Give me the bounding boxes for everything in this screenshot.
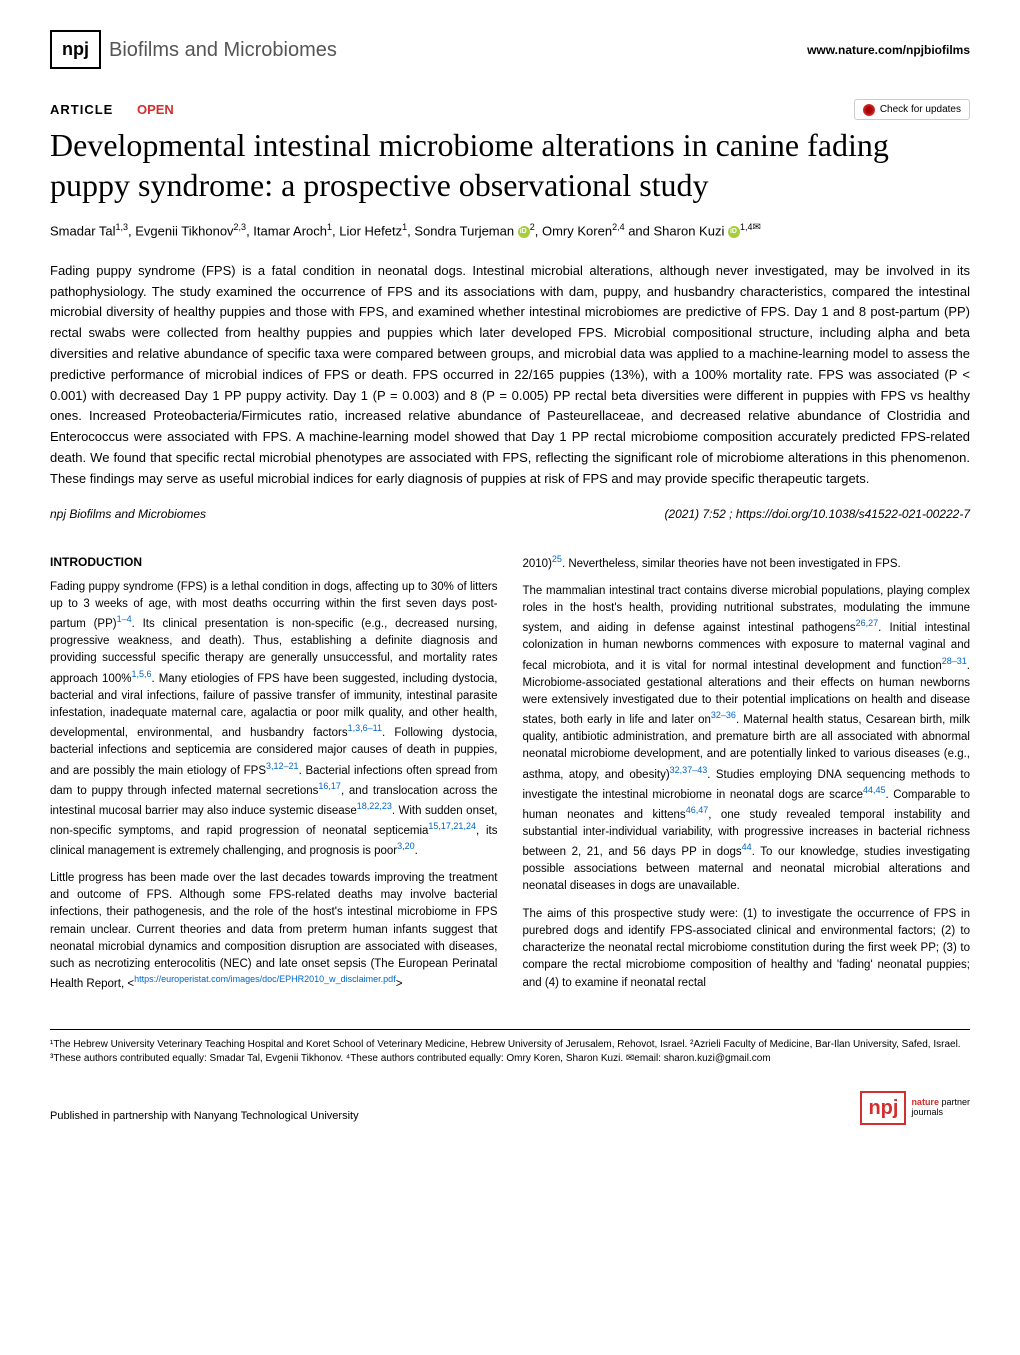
reference-link[interactable]: 32–36	[711, 710, 736, 720]
reference-link[interactable]: 28–31	[942, 656, 967, 666]
reference-link[interactable]: 46,47	[686, 805, 709, 815]
reference-link[interactable]: 3,12–21	[266, 761, 299, 771]
authors-list: Smadar Tal1,3, Evgenii Tikhonov2,3, Itam…	[50, 220, 970, 241]
article-type: ARTICLE OPEN	[50, 100, 174, 120]
journal-brand: npj Biofilms and Microbiomes	[50, 30, 337, 69]
reference-link[interactable]: 18,22,23	[357, 801, 392, 811]
url-link[interactable]: https://europeristat.com/images/doc/EPHR…	[134, 974, 396, 984]
paragraph: The aims of this prospective study were:…	[523, 906, 971, 992]
check-updates-label: Check for updates	[880, 102, 961, 117]
orcid-icon[interactable]	[518, 226, 530, 238]
reference-link[interactable]: 25	[552, 554, 562, 564]
author: Smadar Tal	[50, 223, 116, 238]
author: Itamar Aroch	[253, 223, 327, 238]
author: Omry Koren	[542, 223, 612, 238]
left-column: INTRODUCTION Fading puppy syndrome (FPS)…	[50, 553, 498, 1004]
partner-logo: npj nature partner journals	[860, 1091, 970, 1125]
reference-link[interactable]: 1–4	[117, 614, 132, 624]
publisher-note: Published in partnership with Nanyang Te…	[50, 1108, 359, 1125]
reference-link[interactable]: 26,27	[856, 618, 879, 628]
citation-line: npj Biofilms and Microbiomes (2021) 7:52…	[50, 505, 970, 523]
crossmark-icon	[863, 104, 875, 116]
section-title: INTRODUCTION	[50, 553, 498, 571]
page-header: npj Biofilms and Microbiomes www.nature.…	[50, 30, 970, 69]
npj-red-logo: npj	[860, 1091, 906, 1125]
page-footer: Published in partnership with Nanyang Te…	[50, 1091, 970, 1125]
abstract: Fading puppy syndrome (FPS) is a fatal c…	[50, 261, 970, 490]
citation-info: (2021) 7:52 ; https://doi.org/10.1038/s4…	[664, 505, 970, 523]
author: Evgenii Tikhonov	[135, 223, 233, 238]
right-column: 2010)25. Nevertheless, similar theories …	[523, 553, 971, 1004]
npj-logo: npj	[50, 30, 101, 69]
article-header-row: ARTICLE OPEN Check for updates	[50, 99, 970, 120]
partner-text: nature partner journals	[911, 1098, 970, 1118]
paragraph: Little progress has been made over the l…	[50, 870, 498, 994]
author: Lior Hefetz	[339, 223, 402, 238]
corresponding-icon: ✉	[752, 222, 760, 233]
reference-link[interactable]: 44	[742, 842, 752, 852]
body-columns: INTRODUCTION Fading puppy syndrome (FPS)…	[50, 553, 970, 1004]
orcid-icon[interactable]	[728, 226, 740, 238]
reference-link[interactable]: 16,17	[318, 781, 341, 791]
author: Sondra Turjeman	[414, 223, 514, 238]
journal-name: Biofilms and Microbiomes	[109, 35, 337, 65]
paragraph: Fading puppy syndrome (FPS) is a lethal …	[50, 579, 498, 860]
reference-link[interactable]: 15,17,21,24	[428, 821, 476, 831]
author: Sharon Kuzi	[654, 223, 725, 238]
paragraph: The mammalian intestinal tract contains …	[523, 583, 971, 896]
reference-link[interactable]: 32,37–43	[670, 765, 708, 775]
reference-link[interactable]: 44,45	[863, 785, 886, 795]
check-updates-button[interactable]: Check for updates	[854, 99, 970, 120]
journal-url[interactable]: www.nature.com/npjbiofilms	[807, 41, 970, 59]
article-label: ARTICLE	[50, 102, 113, 117]
reference-link[interactable]: 1,5,6	[131, 669, 151, 679]
reference-link[interactable]: 3,20	[397, 841, 415, 851]
citation-journal: npj Biofilms and Microbiomes	[50, 505, 206, 523]
reference-link[interactable]: 1,3,6–11	[348, 723, 382, 733]
affiliations: ¹The Hebrew University Veterinary Teachi…	[50, 1029, 970, 1066]
article-title: Developmental intestinal microbiome alte…	[50, 125, 970, 205]
open-access-label: OPEN	[137, 102, 174, 117]
paragraph: 2010)25. Nevertheless, similar theories …	[523, 553, 971, 573]
